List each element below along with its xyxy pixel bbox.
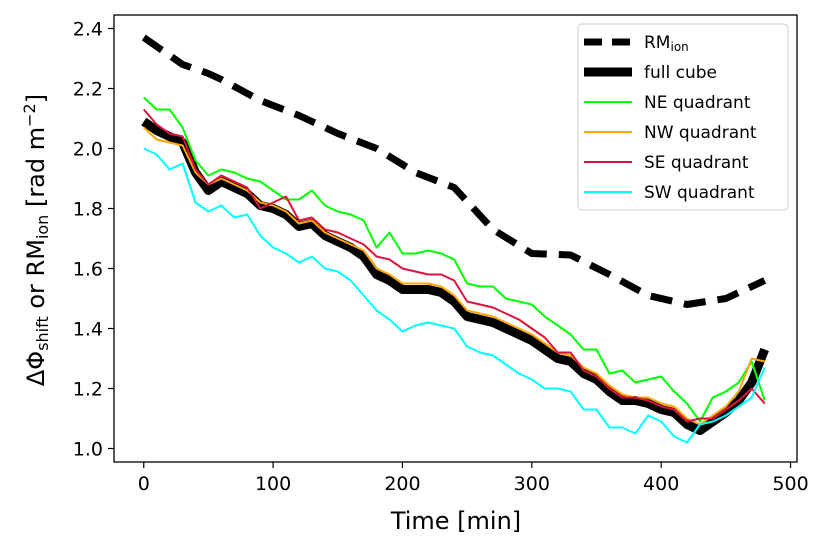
y-tick-label: 1.2 — [73, 379, 103, 401]
chart-svg: 0 100 200 300 400 500 1.0 1.2 1.4 1.6 1.8 2.0 2.2 2.4… — [0, 0, 831, 550]
legend-label: SW quadrant — [644, 183, 755, 203]
legend-label: SE quadrant — [644, 153, 749, 173]
x-axis-title: Time [min] — [390, 507, 521, 535]
x-tick-label: 0 — [138, 473, 150, 495]
y-tick-label: 1.4 — [73, 319, 103, 341]
x-tick-label: 200 — [384, 473, 420, 495]
y-tick-label: 2.4 — [73, 19, 103, 41]
x-tick-label: 100 — [255, 473, 291, 495]
x-tick-label: 500 — [772, 473, 808, 495]
y-tick-label: 1.6 — [73, 259, 103, 281]
x-tick-label: 300 — [514, 473, 550, 495]
x-tick-label: 400 — [643, 473, 679, 495]
legend-label: NE quadrant — [644, 93, 751, 113]
legend-label: full cube — [644, 63, 717, 83]
y-tick-label: 2.2 — [73, 79, 103, 101]
legend-label: NW quadrant — [644, 123, 757, 143]
y-tick-label: 1.0 — [73, 439, 103, 461]
y-tick-label: 1.8 — [73, 199, 103, 221]
y-tick-label: 2.0 — [73, 139, 103, 161]
